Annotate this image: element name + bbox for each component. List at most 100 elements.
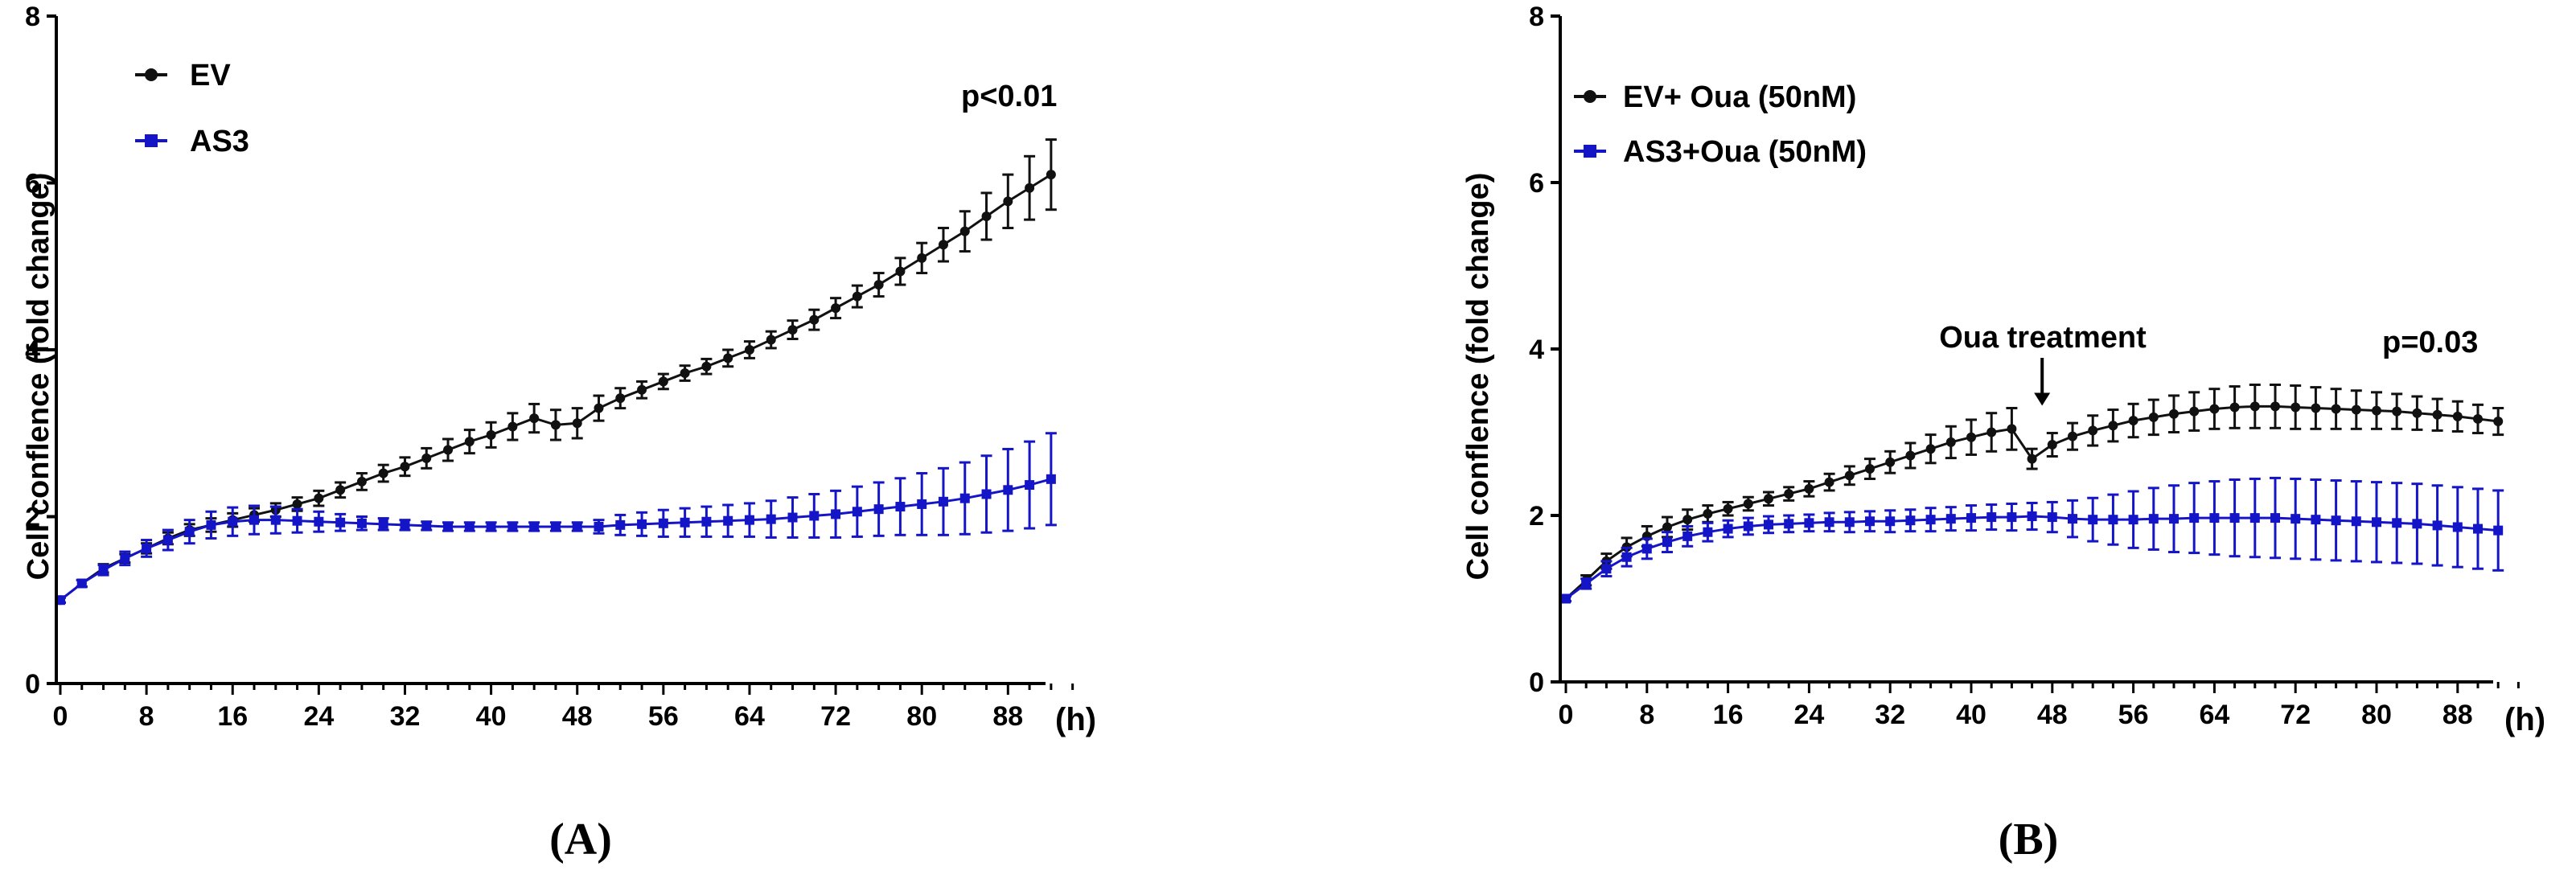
panel-a-series-1-point — [809, 511, 820, 521]
panel-a-series-1-point — [335, 517, 346, 528]
panel-b-series-0-point — [1723, 503, 1733, 514]
panel-a-series-0-point — [787, 325, 798, 335]
panel-a-series-1-point — [959, 493, 970, 503]
panel-b-series-0-point — [2088, 425, 2098, 436]
panel-a-series-1-point — [98, 565, 109, 575]
panel-b-x-tick-label: 48 — [2037, 700, 2068, 730]
panel-b-series-1-point — [2432, 520, 2442, 531]
panel-b-series-0-point — [2432, 409, 2442, 420]
panel-a-series-0-point — [873, 280, 884, 290]
legend-ev-marker — [145, 68, 158, 81]
panel-b-series-1-point — [2452, 522, 2463, 532]
panel-b-series-1-point — [1723, 523, 1733, 534]
panel-b-p-value: p=0.03 — [2382, 326, 2478, 359]
panel-a-series-1-point — [443, 521, 454, 532]
panel-b-series-1-point — [1905, 515, 1916, 526]
panel-b-annotation-arrow-head — [2034, 392, 2051, 406]
panel-b-series-1-point — [2331, 515, 2341, 526]
panel-b-series-0-point — [2108, 421, 2118, 431]
panel-b-series-1-point — [1743, 521, 1753, 532]
legend-ev-oua-marker — [1584, 90, 1596, 103]
panel-a-series-1-point — [658, 518, 668, 528]
panel-a-x-tick-label: 48 — [562, 701, 593, 732]
panel-a-series-0-point — [443, 445, 454, 455]
panel-a-series-1-point — [249, 515, 260, 525]
panel-a-series-1-point — [852, 507, 862, 517]
panel-a-x-tick-label: 88 — [992, 701, 1023, 732]
panel-b-y-tick-label: 0 — [1529, 667, 1544, 698]
panel-b-series-0-point — [1865, 464, 1875, 474]
panel-a-y-tick-label: 0 — [25, 669, 40, 700]
panel-a-series-1-point — [1046, 474, 1056, 484]
panel-b-series-1-point — [1621, 552, 1632, 562]
panel-b-x-tick-label: 64 — [2199, 700, 2229, 730]
panel-a-x-tick-label: 40 — [476, 701, 507, 732]
panel-a-series-1-point — [744, 515, 754, 525]
panel-b-series-1-point — [2290, 514, 2301, 524]
panel-b-series-1-point — [2392, 518, 2402, 528]
panel-b-series-0-point — [2169, 408, 2179, 419]
panel-b-series-0-point — [2372, 405, 2381, 416]
panel-a-series-0-point — [1003, 196, 1013, 207]
panel-a-series-1-point — [206, 519, 216, 530]
panel-a-series-0-point — [378, 468, 388, 478]
panel-a-series-1-point — [142, 543, 152, 553]
panel-a-series-1-point — [356, 518, 367, 528]
panel-b-series-1-point — [1764, 519, 1773, 530]
panel-a-series-1-point — [550, 521, 561, 532]
panel-b-series-0-point — [1764, 494, 1773, 504]
panel-b-series-0-point — [2351, 404, 2361, 415]
panel-b-series-0-point — [1703, 508, 1713, 519]
panel-b-series-1-point — [2027, 511, 2037, 522]
panel-b-series-0-point — [2412, 408, 2422, 418]
panel-b-series-1-point — [2088, 515, 2098, 525]
panel-a-series-0-point — [1046, 170, 1056, 180]
panel-a-series-0-point — [486, 429, 496, 440]
panel-a-legend: EV AS3 — [135, 59, 249, 158]
panel-a-x-tick-label: 8 — [139, 701, 154, 732]
panel-b-series-0-point — [1844, 470, 1855, 481]
panel-b-series-1-point — [2412, 519, 2422, 529]
panel-a-series-0-point — [744, 345, 754, 355]
panel-a-series-1-point — [421, 520, 432, 531]
panel-a-series-1-point — [701, 516, 712, 527]
panel-b-series-0-point — [2229, 402, 2240, 413]
panel-a-x-tick-label: 56 — [648, 701, 679, 732]
panel-a-series-0-point — [335, 485, 346, 495]
panel-b-series-0-point — [1925, 444, 1936, 454]
panel-a-series-0-point — [917, 252, 927, 263]
panel-a-series-1-point — [981, 489, 992, 499]
panel-b-series-1-point — [1601, 564, 1612, 574]
panel-b-series-0-point — [2128, 416, 2138, 426]
panel-b-series-0-point — [2027, 454, 2037, 464]
panel-b-label: (B) — [1999, 815, 2059, 864]
panel-a-series-0-point — [507, 421, 518, 432]
panel-a-x-tick-label: 80 — [906, 701, 937, 732]
panel-a-y-axis-title: Cell conflence (fold change) — [22, 173, 55, 581]
panel-b-series-0-point — [2007, 424, 2017, 434]
panel-b-series-0-point — [1945, 437, 1956, 447]
legend-as3-label: AS3 — [190, 125, 249, 158]
panel-a-series-0-point — [421, 453, 432, 463]
panel-b-series-1-point — [2249, 513, 2260, 523]
panel-a-series-1-point — [787, 512, 798, 523]
panel-a-series-1-point — [76, 578, 87, 589]
legend-ev-oua-label: EV+ Oua (50nM) — [1623, 80, 1856, 114]
panel-b-series-0-point — [2473, 413, 2483, 424]
panel-b-series-1-point — [1682, 531, 1693, 541]
panel-a-series-0-point — [723, 353, 733, 363]
panel-a-series-0-line — [60, 173, 1052, 601]
panel-b-x-tick-label: 32 — [1875, 700, 1905, 730]
panel-b-x-tick-label: 0 — [1559, 700, 1574, 730]
panel-a-series-0-point — [809, 314, 820, 325]
panel-a-series-1-point — [400, 519, 410, 530]
legend-ev-label: EV — [190, 59, 231, 92]
panel-b-series-0-point — [2209, 404, 2220, 414]
panel-b-annotation: Oua treatment — [1939, 321, 2147, 355]
panel-a-series-0-point — [550, 420, 561, 430]
panel-a-series-1-point — [120, 553, 130, 564]
panel-b-x-tick-label: 40 — [1956, 700, 1986, 730]
panel-a-series-0-point — [356, 476, 367, 487]
